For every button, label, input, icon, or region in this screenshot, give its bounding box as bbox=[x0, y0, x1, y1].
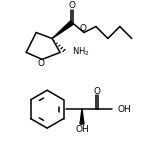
Polygon shape bbox=[80, 109, 84, 124]
Text: NH$_2$: NH$_2$ bbox=[72, 45, 90, 58]
Text: O: O bbox=[79, 24, 86, 33]
Text: OH: OH bbox=[118, 105, 132, 114]
Text: O: O bbox=[69, 1, 76, 10]
Polygon shape bbox=[52, 21, 73, 38]
Text: O: O bbox=[38, 59, 45, 68]
Text: O: O bbox=[93, 87, 100, 96]
Text: OH: OH bbox=[75, 125, 89, 134]
